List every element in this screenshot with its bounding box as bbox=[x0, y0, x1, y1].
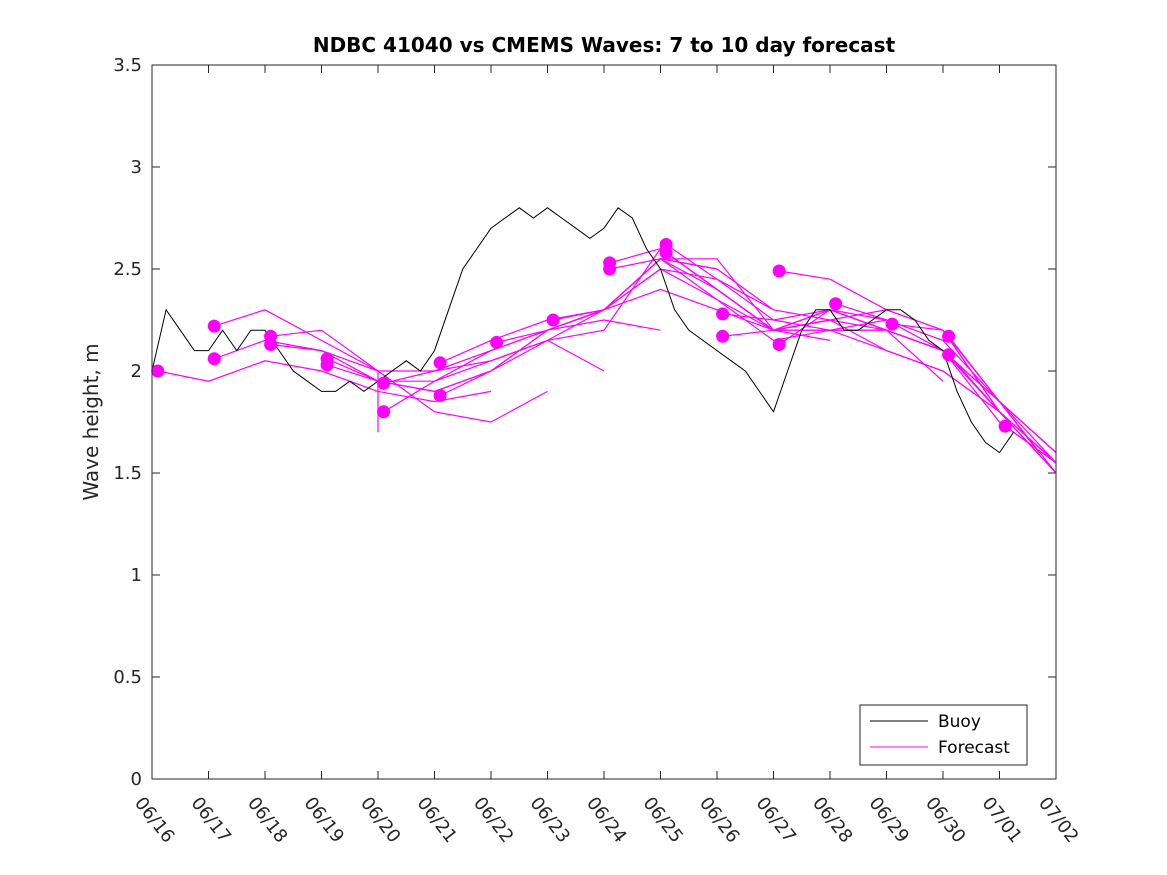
plot-area bbox=[152, 65, 1056, 779]
y-tick-label: 1 bbox=[131, 565, 142, 586]
legend-buoy-label: Buoy bbox=[938, 712, 981, 732]
y-tick-label: 3.5 bbox=[113, 55, 142, 76]
x-tick-label: 06/28 bbox=[808, 793, 856, 847]
forecast-start-marker bbox=[772, 264, 786, 278]
legend: Buoy Forecast bbox=[859, 704, 1028, 766]
forecast-line bbox=[157, 360, 492, 403]
x-tick-label: 06/24 bbox=[582, 793, 630, 847]
x-tick-label: 06/29 bbox=[865, 793, 913, 847]
series-layer bbox=[151, 207, 1057, 474]
forecast-start-marker bbox=[377, 376, 391, 390]
x-tick-label: 06/20 bbox=[356, 793, 404, 847]
legend-box bbox=[859, 704, 1028, 766]
forecast-start-marker bbox=[264, 338, 278, 351]
y-tick-label: 0 bbox=[131, 769, 142, 790]
forecast-start-marker bbox=[207, 352, 221, 366]
forecast-start-marker bbox=[772, 338, 786, 351]
x-tick-label: 06/26 bbox=[695, 793, 743, 847]
y-tick-label: 3 bbox=[131, 157, 142, 178]
x-tick-label: 06/16 bbox=[130, 793, 178, 847]
y-tick-label: 2 bbox=[131, 361, 142, 382]
x-tick-label: 06/19 bbox=[300, 793, 348, 847]
y-axis-label: Wave height, m bbox=[79, 343, 103, 500]
forecast-start-marker bbox=[716, 329, 730, 343]
legend-forecast-label: Forecast bbox=[938, 738, 1010, 758]
forecast-start-marker bbox=[490, 335, 504, 349]
y-axis: 0 0.5 1 1.5 2 2.5 3 3.5 bbox=[113, 55, 1056, 790]
forecast-line bbox=[948, 335, 1057, 454]
x-tick-label: 06/18 bbox=[243, 793, 291, 847]
forecast-start-marker bbox=[885, 317, 899, 331]
forecast-line bbox=[892, 323, 1057, 464]
y-tick-label: 2.5 bbox=[113, 259, 142, 280]
forecast-start-marker bbox=[377, 405, 391, 419]
forecast-line bbox=[214, 309, 379, 433]
chart-title: NDBC 41040 vs CMEMS Waves: 7 to 10 day f… bbox=[313, 33, 896, 57]
forecast-start-marker bbox=[433, 389, 447, 402]
forecast-start-marker bbox=[603, 262, 617, 276]
forecast-start-marker bbox=[546, 313, 560, 327]
forecast-start-marker bbox=[998, 419, 1012, 433]
forecast-start-marker bbox=[320, 358, 334, 372]
x-tick-label: 06/25 bbox=[639, 793, 687, 847]
x-tick-label: 06/23 bbox=[526, 793, 574, 847]
forecast-start-marker bbox=[716, 307, 730, 321]
forecast-start-marker bbox=[151, 364, 165, 378]
y-tick-label: 1.5 bbox=[113, 463, 142, 484]
y-tick-label: 0.5 bbox=[113, 667, 142, 688]
forecast-start-marker bbox=[942, 329, 956, 343]
forecast-start-marker bbox=[942, 348, 956, 362]
forecast-line bbox=[948, 354, 1057, 474]
x-tick-label: 07/01 bbox=[978, 793, 1026, 847]
x-tick-label: 06/21 bbox=[413, 793, 461, 847]
x-tick-label: 06/17 bbox=[187, 793, 235, 847]
forecast-start-marker bbox=[659, 246, 673, 260]
forecast-start-marker bbox=[207, 319, 221, 333]
x-tick-label: 07/02 bbox=[1034, 793, 1082, 847]
buoy-line bbox=[151, 207, 1015, 454]
x-tick-label: 06/30 bbox=[921, 793, 969, 847]
plot-frame bbox=[151, 64, 1057, 780]
x-tick-label: 06/22 bbox=[469, 793, 517, 847]
forecast-start-marker bbox=[829, 297, 843, 311]
x-tick-label: 06/27 bbox=[752, 793, 800, 847]
forecast-start-marker bbox=[433, 356, 447, 370]
